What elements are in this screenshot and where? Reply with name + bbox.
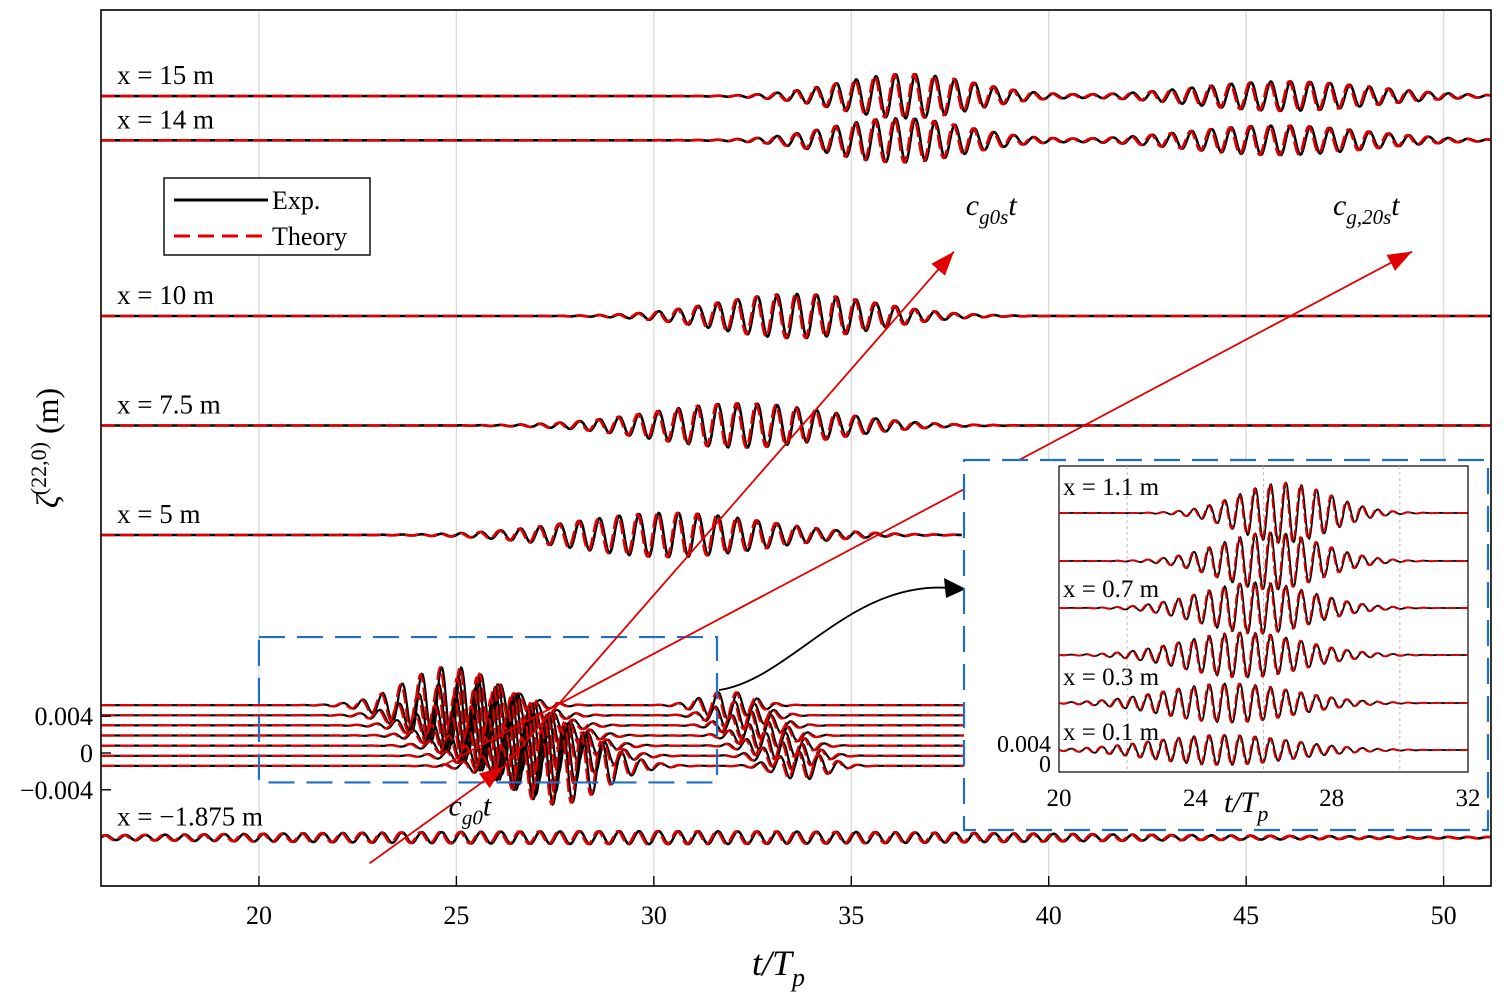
velocity-label-sub: g0s	[979, 205, 1008, 229]
series-label: x = 5 m	[117, 499, 200, 529]
legend-exp-label: Exp.	[272, 186, 320, 215]
velocity-label-main: c	[1333, 189, 1346, 222]
theory-trace	[101, 292, 1491, 340]
series-label: x = −1.875 m	[117, 802, 263, 832]
plot-frame	[100, 9, 1492, 887]
x-tick-label: 25	[443, 901, 469, 930]
x-tick-label: 35	[838, 901, 864, 930]
zoom-region-box	[257, 635, 719, 784]
velocity-arrow-head	[1386, 251, 1413, 271]
inset-x-tick-label: 32	[1456, 785, 1481, 812]
y-axis-title-sup: (22,0)	[26, 442, 51, 495]
y-axis-ticks: 0.004 0 −0.004	[20, 702, 111, 805]
x-tick-label: 20	[246, 901, 272, 930]
y-axis-title-main: ζ	[29, 493, 65, 508]
series-label: x = 15 m	[117, 60, 214, 90]
velocity-arrow-head	[479, 766, 504, 789]
inset-x-axis-title-sub: p	[1255, 801, 1268, 826]
bundle-theory-trace	[101, 725, 966, 806]
velocity-arrow-head	[931, 251, 954, 276]
inset-theory-trace	[1058, 631, 1468, 679]
theory-trace	[101, 402, 1491, 450]
velocity-label-sub: g,20s	[1346, 205, 1391, 229]
theory-trace	[101, 72, 1492, 120]
bundle-theory-trace	[101, 705, 966, 786]
y-axis-title-unit: (m)	[29, 388, 65, 442]
legend-box	[163, 177, 371, 256]
y-tick-label: 0.004	[35, 702, 94, 731]
theory-trace	[101, 511, 962, 559]
zoom-connector-head	[944, 578, 966, 598]
series-label: x = 14 m	[117, 104, 214, 134]
series-label: x = 10 m	[117, 280, 214, 310]
series-label: x = 7.5 m	[117, 389, 221, 419]
wave-traces	[100, 72, 1492, 846]
inset-x-tick-label: 24	[1183, 785, 1209, 812]
inset-x-tick-label: 20	[1047, 785, 1072, 812]
velocity-arrow-line	[440, 250, 1413, 768]
legend-theory-label: Theory	[272, 222, 347, 251]
inset-y-tick-label: 0	[1039, 752, 1051, 778]
bundle-theory-trace	[101, 685, 966, 766]
x-axis-title-main: t/T	[752, 943, 795, 983]
inset-exp-trace	[1059, 531, 1468, 591]
x-axis-title-sub: p	[790, 963, 805, 992]
y-axis-title: ζ(22,0) (m)	[26, 388, 65, 508]
bundle-theory-trace	[101, 715, 966, 797]
x-tick-label: 40	[1036, 901, 1062, 930]
inset-series-label: x = 1.1 m	[1063, 474, 1160, 501]
x-tick-label: 50	[1431, 901, 1457, 930]
x-tick-label: 45	[1233, 901, 1259, 930]
velocity-label: cg0st	[966, 189, 1018, 229]
inset-theory-trace	[1059, 481, 1468, 545]
velocity-label: cg0t	[449, 790, 492, 830]
velocity-label-sub: g0	[462, 806, 484, 830]
x-axis-ticks: 20 25 30 35 40 45 50	[246, 876, 1457, 930]
velocity-label-main: c	[449, 790, 462, 823]
inset-x-axis-title: t/Tp	[1224, 786, 1268, 826]
velocity-label-tail: t	[1008, 189, 1017, 222]
inset-y-tick-label: 0.004	[997, 732, 1051, 758]
velocity-label-tail: t	[483, 790, 492, 823]
velocity-label-main: c	[966, 189, 979, 222]
velocity-label-tail: t	[1391, 189, 1400, 222]
zoom-connector-curve	[718, 586, 951, 691]
inset-series-label: x = 0.3 m	[1063, 664, 1160, 691]
bundle-theory-trace	[101, 696, 966, 777]
legend: Exp. Theory	[163, 177, 371, 256]
inset-series-label: x = 0.7 m	[1063, 576, 1160, 603]
inset-x-tick-label: 28	[1319, 785, 1344, 812]
inset-theory-trace	[1059, 581, 1468, 636]
theory-trace	[100, 829, 1492, 846]
inset-series-label: x = 0.1 m	[1063, 719, 1160, 746]
inset-exp-trace	[1059, 481, 1468, 545]
y-tick-label: 0	[80, 739, 93, 768]
x-axis-title: t/Tp	[752, 943, 805, 992]
velocity-arrow-line	[503, 251, 955, 768]
inset-theory-trace	[1058, 682, 1468, 724]
theory-trace	[101, 117, 1492, 165]
y-tick-label: −0.004	[20, 776, 93, 805]
inset-theory-trace	[1058, 734, 1468, 767]
velocity-arrow-line	[368, 766, 505, 865]
velocity-label: cg,20st	[1333, 189, 1400, 229]
near-field-trace-bundle	[101, 665, 966, 807]
series-labels: x = 15 m x = 14 m x = 10 m x = 7.5 m x = 5 m…	[117, 60, 263, 832]
inset-x-axis-title-main: t/T	[1224, 786, 1260, 819]
x-tick-label: 30	[641, 901, 667, 930]
